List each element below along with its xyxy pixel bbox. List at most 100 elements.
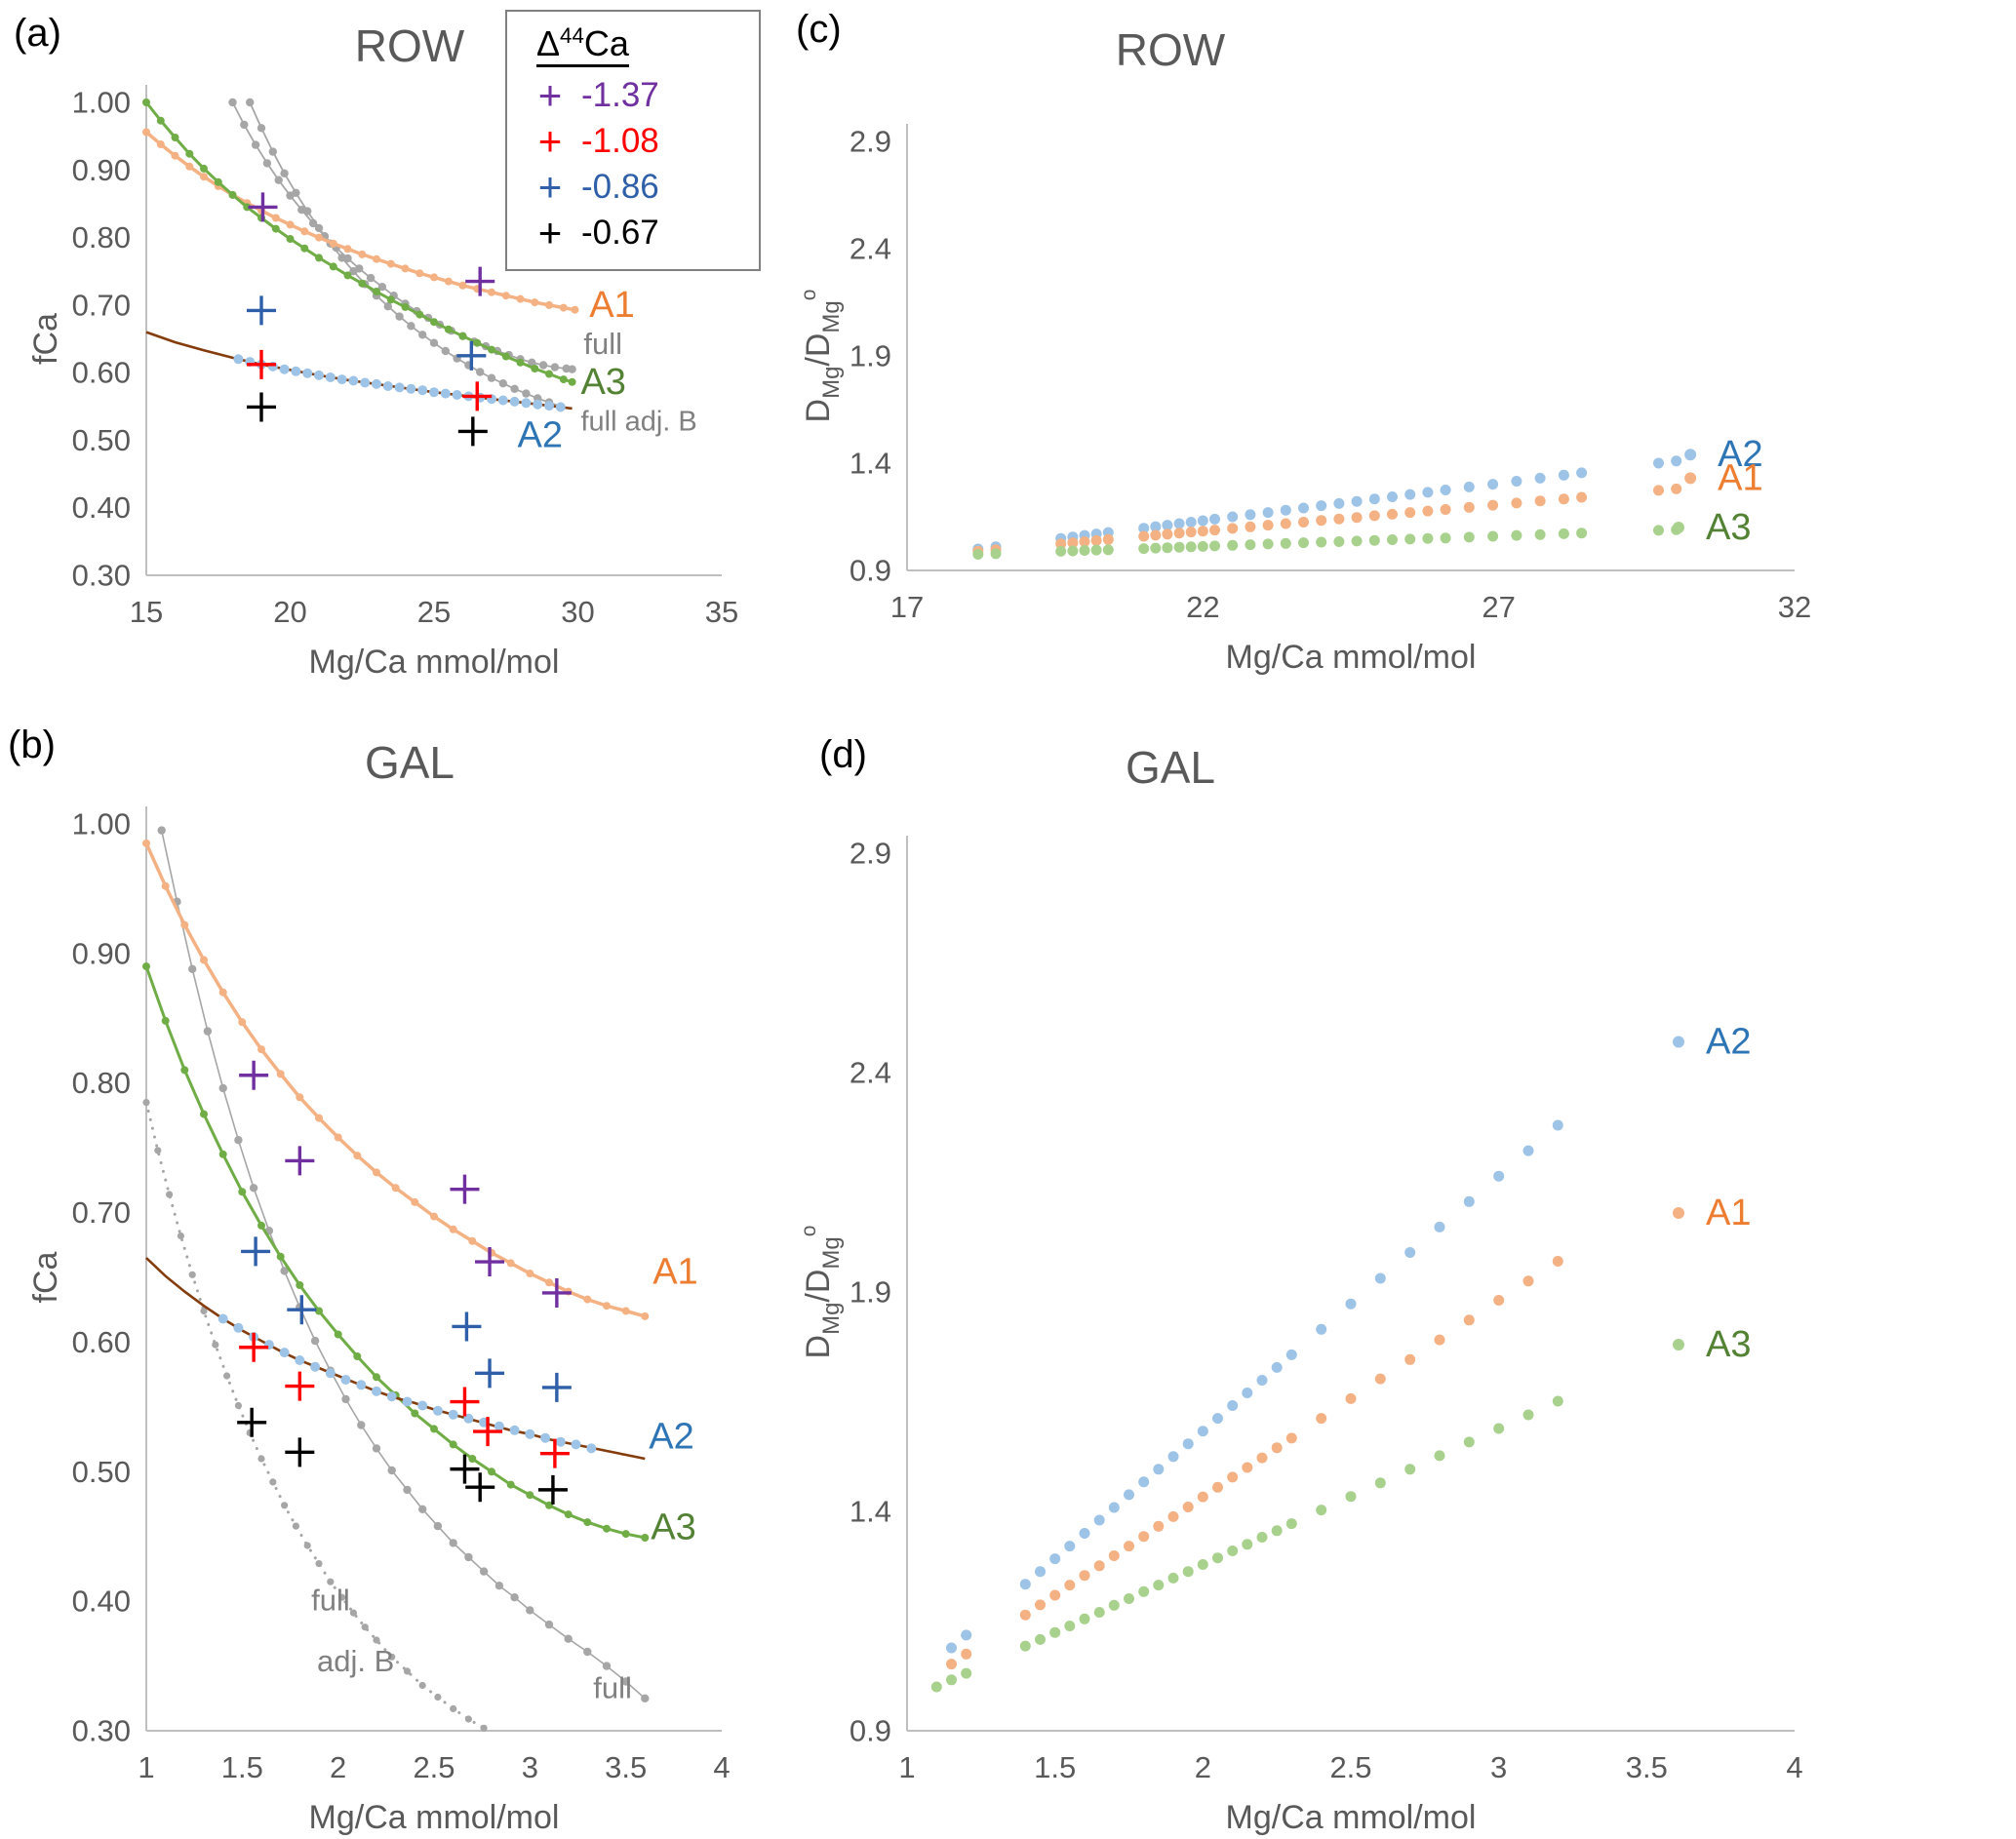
series-A3-point: [531, 365, 539, 372]
series-label-bullet: [1673, 522, 1684, 533]
series-A2-point: [1245, 509, 1256, 521]
series-A3-point: [1079, 545, 1090, 556]
series-A3-point: [1576, 528, 1588, 539]
series-A3-point: [286, 235, 295, 243]
cross-marker: [450, 1454, 480, 1484]
series-A1-point: [373, 1168, 380, 1177]
series-label-bullet: [1673, 1207, 1684, 1219]
cross-marker: [452, 1311, 482, 1342]
series-full-adj-B-point: [292, 188, 300, 197]
series-A3-point: [1440, 532, 1451, 544]
cross-marker: [456, 340, 487, 371]
series-A1-point: [1079, 536, 1090, 547]
series-A2-point: [1576, 467, 1588, 479]
series-A2-point: [1262, 507, 1274, 519]
series-full-point: [357, 1421, 366, 1429]
panel-a-title: ROW: [354, 20, 465, 71]
series-label: full: [583, 327, 622, 361]
series-A3-point: [468, 1455, 477, 1463]
series-A1-point: [1522, 1275, 1534, 1287]
series-A1-point: [1552, 1256, 1563, 1267]
x-tick-label: 32: [1778, 590, 1811, 624]
x-tick-label: 30: [561, 595, 594, 629]
x-tick-label: 3.5: [1626, 1750, 1668, 1784]
series-A1-point: [1387, 508, 1398, 520]
x-tick-label: 1: [898, 1750, 915, 1784]
y-tick-label: 1.00: [72, 86, 131, 120]
series-A3-point: [583, 1518, 592, 1527]
series-A1-point: [531, 298, 539, 307]
series-full-point: [341, 1394, 350, 1404]
series-A1-point: [961, 1648, 972, 1660]
series-full-line: [160, 830, 646, 1700]
series-A1-point: [1124, 1541, 1134, 1552]
series-A3-point: [449, 1440, 457, 1449]
series-full-adj-B-point: [223, 1372, 231, 1380]
legend: Δ44Ca + -1.37 + -1.08 + -0.86 + -0.67: [505, 10, 761, 271]
series-A3-point: [1653, 525, 1664, 536]
series-A1-point: [329, 239, 337, 248]
series-A3-point: [1138, 543, 1150, 555]
series-A3-point: [1167, 1572, 1179, 1584]
series-A2-point: [417, 1400, 428, 1411]
series-A1-point: [526, 1270, 534, 1277]
series-A3-point: [373, 288, 380, 295]
panel-b-corner-label: (b): [8, 724, 56, 766]
series-A3-point: [1345, 1491, 1357, 1503]
series-A3-point: [545, 1501, 553, 1509]
series-full-adj-B-point: [510, 384, 519, 393]
series-full-point: [449, 1539, 457, 1547]
series-A3-point: [185, 149, 194, 158]
series-A1-point: [516, 294, 525, 303]
series-A1-point: [430, 273, 438, 282]
series-A2-point: [302, 368, 313, 378]
series-A2-point: [340, 1375, 351, 1385]
x-tick-label: 2: [330, 1750, 346, 1784]
y-tick-label: 2.4: [850, 1056, 891, 1090]
series-full-adj-B-point: [434, 1693, 442, 1702]
legend-item: + -1.37: [507, 72, 759, 118]
cross-marker: [285, 1146, 315, 1176]
series-A2-point: [1351, 495, 1363, 507]
series-A2-point: [1487, 479, 1499, 490]
y-tick-label: 0.40: [72, 490, 131, 525]
series-A3-point: [430, 1425, 438, 1433]
series-full-adj-B-point: [407, 322, 415, 331]
series-A1-point: [1333, 513, 1345, 525]
series-full-adj-B-line: [249, 101, 562, 408]
series-A2-point: [1108, 1502, 1120, 1513]
series-full-point: [372, 1444, 381, 1453]
series-A2-point: [1316, 500, 1327, 512]
x-tick-label: 1.5: [1034, 1750, 1076, 1784]
series-full-adj-B-point: [338, 1593, 346, 1601]
panel-d-title: GAL: [1125, 742, 1216, 793]
y-tick-label: 1.4: [850, 1495, 891, 1529]
legend-item-label: -1.08: [581, 121, 659, 160]
series-A1-point: [1090, 534, 1102, 546]
series-full-point: [377, 283, 387, 292]
series-A2-point: [217, 1313, 228, 1324]
series-label: adj. B: [317, 1644, 394, 1678]
series-A1-point: [358, 250, 367, 258]
y-axis-title: DMg/DMgo: [798, 1226, 845, 1359]
series-A1-point: [1576, 491, 1588, 503]
series-full-point: [157, 826, 166, 835]
series-A3-point: [1493, 1423, 1505, 1434]
series-label-bullet: [1684, 449, 1697, 461]
series-A2-point: [1653, 457, 1664, 469]
series-A1-point: [1108, 1550, 1120, 1561]
series-A2-point: [295, 1355, 305, 1365]
series-full-point: [621, 1677, 630, 1686]
x-tick-label: 27: [1482, 590, 1515, 624]
series-A1-point: [1245, 521, 1256, 532]
series-A2-point: [1368, 493, 1380, 505]
series-A1-point: [1064, 1580, 1076, 1591]
series-full-point: [550, 363, 560, 372]
series-A2-point: [1124, 1489, 1134, 1501]
series-A1-point: [343, 245, 352, 254]
series-A2-point: [1534, 472, 1546, 484]
series-A3-point: [1245, 539, 1256, 551]
series-A1-point: [1153, 1520, 1165, 1532]
series-A3-point: [1108, 1599, 1120, 1611]
series-A1-point: [411, 1197, 419, 1206]
